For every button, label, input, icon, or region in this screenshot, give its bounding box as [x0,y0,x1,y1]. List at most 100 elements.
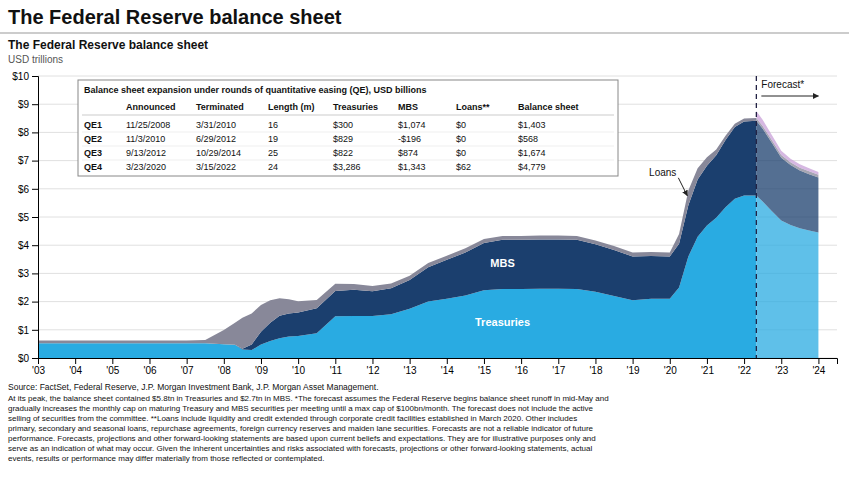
y-tick: $8 [18,127,38,138]
y-tick-mark [32,161,38,162]
x-tick-label: '19 [627,365,640,376]
x-tick-label: '10 [292,365,305,376]
table-rule [82,146,614,147]
table-cell: $1,674 [518,148,546,158]
x-tick-mark [558,358,559,364]
y-tick-label: $1 [18,325,30,336]
y-tick-label: $10 [12,71,29,82]
y-tick: $4 [18,240,38,251]
x-tick-label: '05 [106,365,119,376]
x-tick: '20 [664,358,677,376]
x-tick-label: '04 [69,365,82,376]
x-tick-mark [633,358,634,364]
x-tick: '04 [69,358,82,376]
table-cell: $4,779 [518,162,546,172]
y-tick-mark [32,302,38,303]
x-tick-mark [781,358,782,364]
table-cell: 10/29/2014 [196,148,241,158]
footnote: At its peak, the balance sheet contained… [8,394,609,403]
x-tick-label: '16 [515,365,528,376]
x-tick-label: '15 [478,365,491,376]
x-tick-label: '24 [812,365,825,376]
table-cell: $829 [333,134,353,144]
x-tick: '08 [218,358,231,376]
y-tick-mark [32,76,38,77]
x-tick-label: '17 [552,365,565,376]
annotation-arrow [678,178,687,196]
x-tick-mark [447,358,448,364]
y-axis-line [32,77,39,359]
grid [38,76,837,358]
x-tick-label: '20 [664,365,677,376]
x-tick: '05 [106,358,119,376]
footnote: serve as an indication of what may occur… [8,444,593,453]
x-tick-mark [521,358,522,364]
x-tick-label: '23 [775,365,788,376]
chart-svg: The Federal Reserve balance sheetThe Fed… [0,0,849,480]
forecast-arrow [761,96,818,97]
x-tick-label: '14 [441,365,454,376]
y-tick-label: $4 [18,240,30,251]
x-tick: '07 [181,358,194,376]
y-tick: $6 [18,184,38,195]
subtitle: USD trillions [8,54,63,65]
x-tick-label: '11 [330,365,343,376]
x-tick-label: '06 [143,365,156,376]
table-header: Announced [126,102,176,112]
y-tick: $9 [18,99,38,110]
y-tick-mark [32,358,38,359]
forecast-line [756,76,757,358]
x-tick: '14 [441,358,454,376]
table-cell: QE2 [84,134,102,144]
x-tick: '21 [701,358,714,376]
table-cell: 3/31/2010 [196,120,236,130]
y-tick-label: $5 [18,212,30,223]
separator [0,33,849,34]
y-tick-mark [32,189,38,190]
y-tick-mark [32,217,38,218]
table-cell: $300 [333,120,353,130]
y-tick-label: $8 [18,127,30,138]
table-cell: 19 [268,134,278,144]
series-label: Loans [649,167,676,178]
x-tick-mark [149,358,150,364]
table-box [78,80,618,176]
table-cell: $1,403 [518,120,546,130]
table-header: Length (m) [268,102,315,112]
grid-line [38,76,837,77]
x-tick: '12 [366,358,379,376]
x-tick-mark [224,358,225,364]
table-rule [82,132,614,133]
x-axis-line [39,359,838,365]
x-tick-label: '08 [218,365,231,376]
table-header: Balance sheet [518,102,579,112]
x-tick-mark [112,358,113,364]
x-axis: '03'04'05'06'07'08'09'10'11'12'13'14'15'… [32,358,838,376]
table-cell: $568 [518,134,538,144]
x-tick-mark [335,358,336,364]
x-tick-mark [187,358,188,364]
table-cell: $1,074 [398,120,426,130]
x-tick-label: '13 [404,365,417,376]
table-rule [82,160,614,161]
title: The Federal Reserve balance sheet [8,6,342,28]
x-tick: '24 [812,358,825,376]
series-label: MBS [490,257,514,269]
y-tick-label: $2 [18,296,30,307]
table-header: MBS [398,102,418,112]
x-tick-mark [410,358,411,364]
table-cell: 11/3/2010 [126,134,165,144]
series-label: Treasuries [475,316,530,328]
forecast-label: Forecast* [761,79,804,90]
x-tick: '09 [255,358,268,376]
x-tick-mark [670,358,671,364]
table-cell: 6/29/2012 [196,134,236,144]
x-tick: '15 [478,358,491,376]
footnote: performance. Forecasts, projections and … [8,434,596,443]
x-tick-label: '21 [701,365,714,376]
x-tick-mark [818,358,819,364]
y-tick-mark [32,104,38,105]
y-tick: $1 [18,325,38,336]
table-cell: $0 [456,148,466,158]
table-cell: 25 [268,148,278,158]
